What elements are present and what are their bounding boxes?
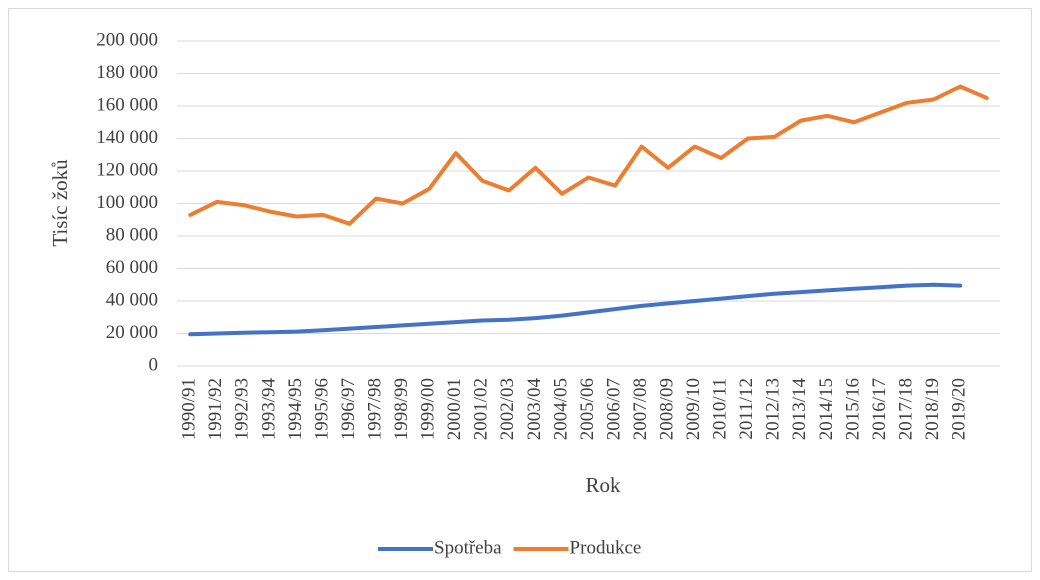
x-tick-label: 2015/16 [842, 378, 863, 440]
x-tick-label: 2012/13 [763, 378, 784, 440]
x-tick-label: 2010/11 [710, 378, 731, 440]
x-tick-label: 2017/18 [895, 378, 916, 440]
chart-border [8, 8, 1032, 572]
y-axis-label: Tisíc žoků [48, 159, 72, 247]
y-tick-label: 140 000 [96, 127, 158, 148]
y-tick-label: 80 000 [106, 224, 158, 245]
x-tick-label: 2004/05 [550, 378, 571, 440]
x-tick-label: 2011/12 [736, 378, 757, 440]
x-tick-label: 2019/20 [949, 378, 970, 440]
x-tick-label: 2003/04 [524, 378, 545, 441]
x-tick-label: 2005/06 [577, 378, 598, 440]
x-tick-label: 2009/10 [683, 378, 704, 440]
x-tick-label: 1999/00 [418, 378, 439, 440]
x-tick-label: 2014/15 [816, 378, 837, 440]
legend-label: Spotřeba [434, 537, 502, 558]
legend-label: Produkce [570, 537, 642, 558]
x-tick-label: 1990/91 [179, 378, 200, 440]
x-tick-label: 1995/96 [311, 378, 332, 440]
x-tick-label: 1998/99 [391, 378, 412, 440]
x-tick-label: 2001/02 [471, 378, 492, 440]
x-tick-label: 2006/07 [603, 378, 624, 440]
y-tick-label: 60 000 [106, 257, 158, 278]
x-tick-label: 1996/97 [338, 378, 359, 440]
line-series [188, 84, 989, 226]
x-tick-label: 2016/17 [869, 378, 890, 440]
y-tick-label: 0 [149, 354, 159, 375]
y-tick-label: 20 000 [106, 322, 158, 343]
x-tick-label: 1993/94 [258, 378, 279, 441]
y-tick-label: 180 000 [96, 62, 158, 83]
y-tick-label: 200 000 [96, 29, 158, 50]
x-tick-label: 2018/19 [922, 378, 943, 440]
y-tick-label: 40 000 [106, 289, 158, 310]
y-tick-label: 100 000 [96, 192, 158, 213]
x-tick-label: 2000/01 [444, 378, 465, 440]
y-tick-label: 160 000 [96, 94, 158, 115]
x-tick-label: 1994/95 [285, 378, 306, 440]
x-tick-label: 1991/92 [205, 378, 226, 440]
x-tick-label: 2007/08 [630, 378, 651, 440]
x-tick-label: 1992/93 [232, 378, 253, 440]
line-series [188, 282, 963, 337]
x-tick-label: 1997/98 [364, 378, 385, 440]
x-tick-label: 2008/09 [657, 378, 678, 440]
x-tick-label: 2002/03 [497, 378, 518, 440]
x-tick-label: 2013/14 [789, 378, 810, 441]
y-tick-label: 120 000 [96, 159, 158, 180]
x-axis-label: Rok [585, 473, 621, 497]
